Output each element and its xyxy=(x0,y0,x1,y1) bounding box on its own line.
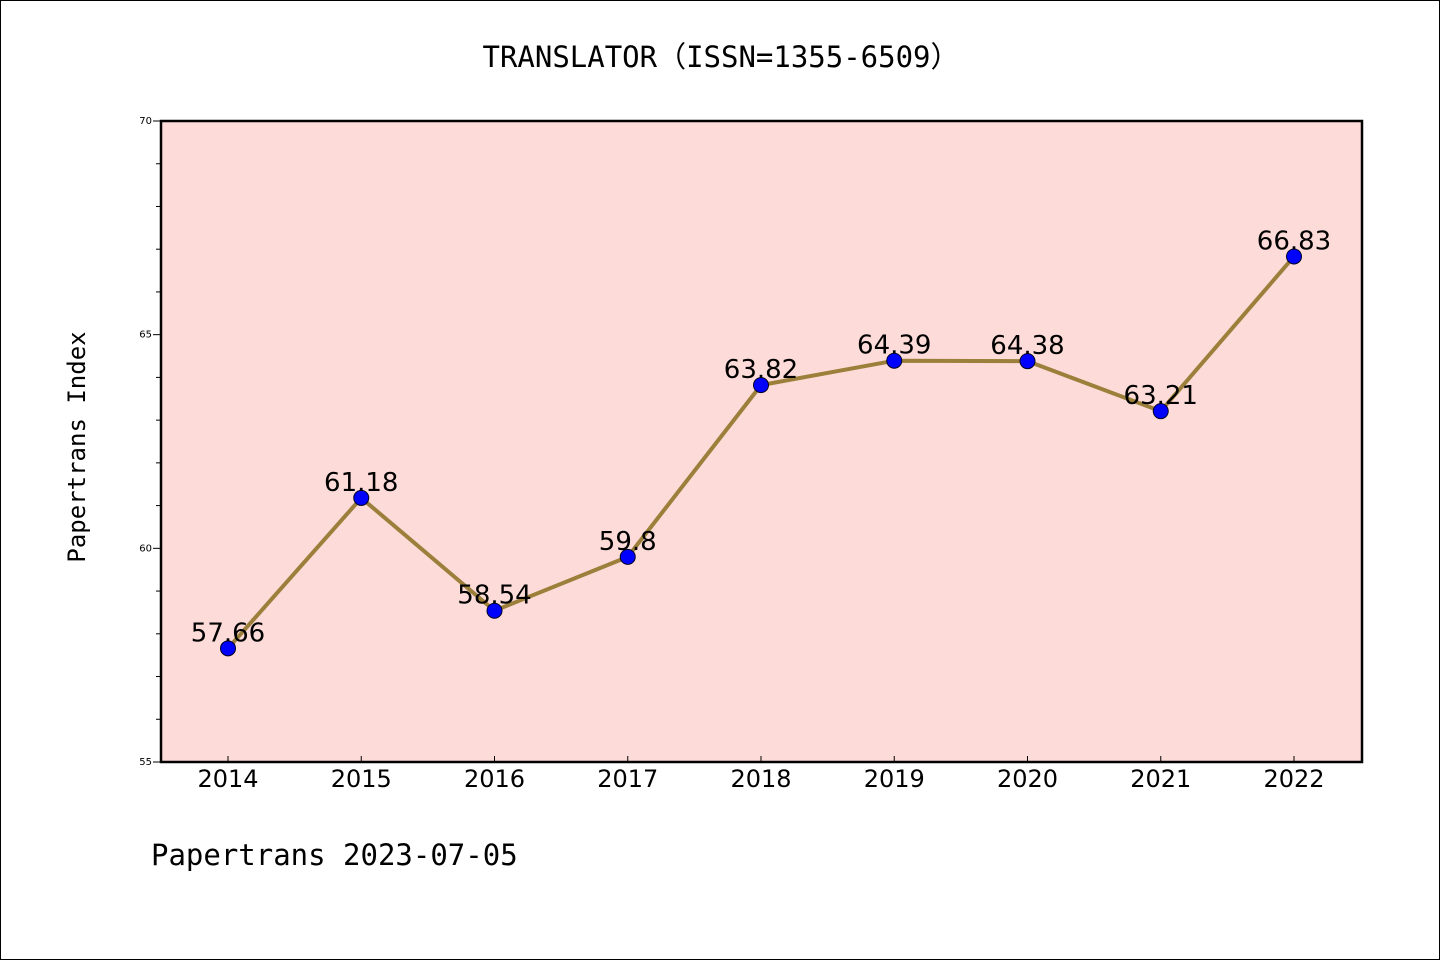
data-label: 64.39 xyxy=(857,331,931,361)
x-tick-label: 2020 xyxy=(997,765,1058,793)
x-tick-label: 2014 xyxy=(197,765,258,793)
data-point xyxy=(1286,248,1302,265)
data-label: 58.54 xyxy=(457,581,531,611)
data-label: 59.8 xyxy=(599,527,657,557)
footer-date: Papertrans 2023-07-05 xyxy=(151,838,518,872)
x-tick-label: 2019 xyxy=(864,765,925,793)
x-tick-label: 2021 xyxy=(1130,765,1191,793)
y-axis: 55 60 65 70 xyxy=(139,116,161,768)
data-point xyxy=(753,377,769,394)
y-tick-label: 55 xyxy=(139,757,152,768)
data-label: 61.18 xyxy=(324,468,398,498)
x-tick-label: 2016 xyxy=(464,765,525,793)
data-label: 57.66 xyxy=(191,618,265,648)
data-label: 66.83 xyxy=(1257,226,1331,256)
data-point xyxy=(220,640,236,657)
x-tick-label: 2022 xyxy=(1263,765,1324,793)
x-tick-label: 2015 xyxy=(331,765,392,793)
data-point xyxy=(486,602,503,619)
data-point xyxy=(619,548,636,565)
data-label: 63.21 xyxy=(1124,381,1198,411)
x-tick-label: 2017 xyxy=(597,765,658,793)
y-axis-label: Papertrans Index xyxy=(63,331,91,562)
y-tick-label: 65 xyxy=(139,330,152,341)
data-point xyxy=(1152,403,1169,420)
data-point xyxy=(886,352,903,369)
data-label: 63.82 xyxy=(724,355,798,385)
data-label: 64.38 xyxy=(990,331,1064,361)
plot-frame xyxy=(159,119,1364,764)
y-tick-label: 70 xyxy=(139,116,152,127)
plot-area xyxy=(161,121,1362,762)
y-tick-label: 60 xyxy=(139,543,152,554)
x-axis: 2014 2015 2016 2017 2018 2019 2020 2021 2022 xyxy=(197,756,1325,793)
chart-title: TRANSLATOR（ISSN=1355-6509） xyxy=(482,40,959,74)
x-tick-label: 2018 xyxy=(730,765,791,793)
data-point xyxy=(1019,353,1036,370)
series-layer: 57.66 61.18 58.54 59.8 63.82 64.39 64.38 63.21 6… xyxy=(191,226,1331,657)
data-point xyxy=(353,489,370,506)
